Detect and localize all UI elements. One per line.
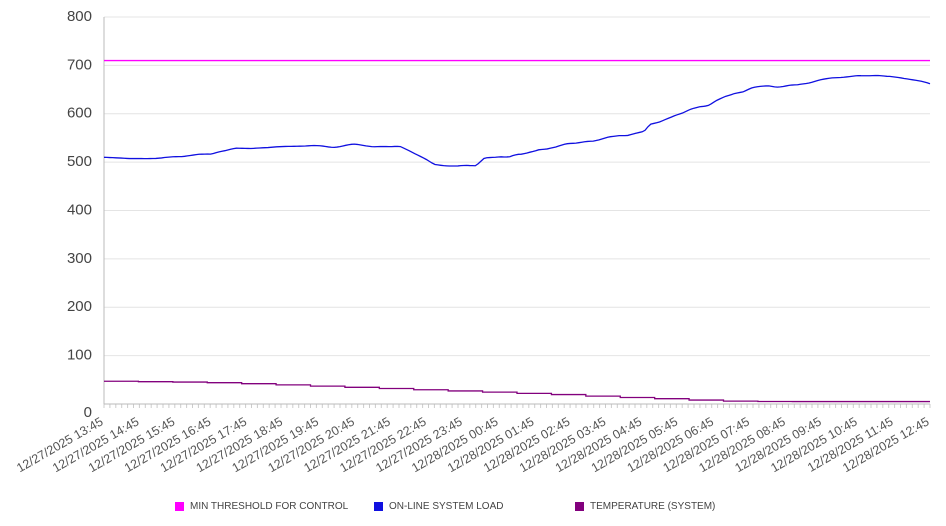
- svg-text:400: 400: [67, 201, 92, 218]
- svg-text:700: 700: [67, 56, 92, 73]
- svg-text:500: 500: [67, 153, 92, 170]
- svg-text:800: 800: [67, 8, 92, 25]
- svg-text:100: 100: [67, 347, 92, 364]
- svg-text:600: 600: [67, 105, 92, 122]
- svg-text:300: 300: [67, 250, 92, 267]
- svg-text:200: 200: [67, 298, 92, 315]
